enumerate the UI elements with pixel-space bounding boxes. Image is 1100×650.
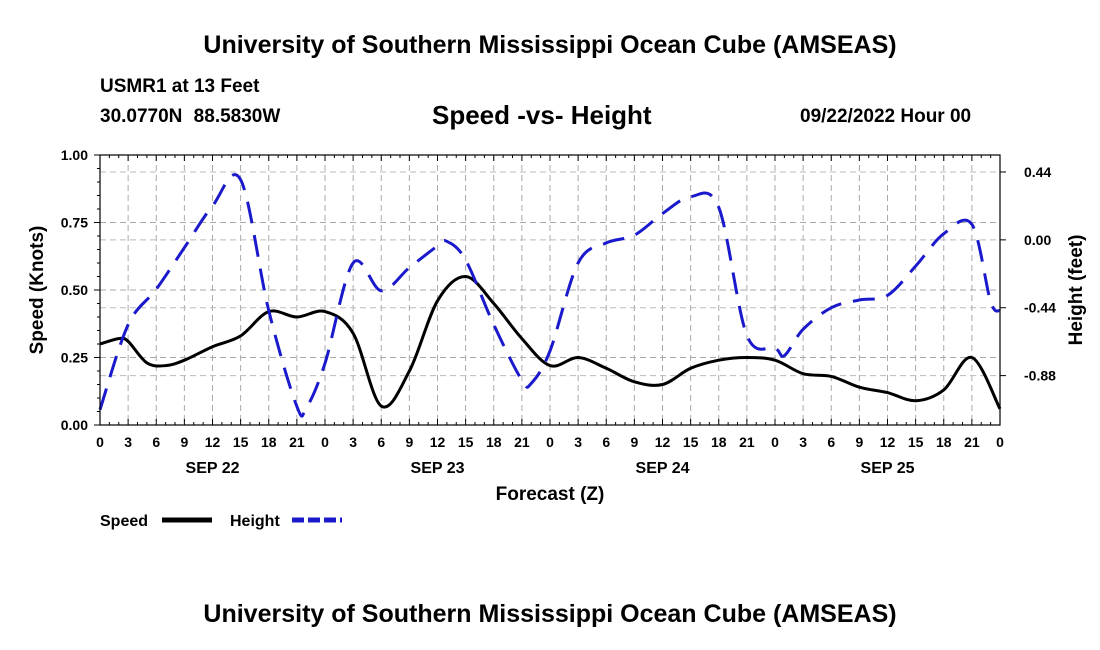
y2-axis-title: Height (feet) xyxy=(1066,235,1087,346)
x-tick-label: 15 xyxy=(458,434,474,450)
station-label: USMR1 at 13 Feet xyxy=(100,76,260,97)
x-tick-label: 0 xyxy=(96,434,104,450)
series-layer xyxy=(98,173,1002,418)
main-title: University of Southern Mississippi Ocean… xyxy=(203,31,897,59)
x-tick-label: 0 xyxy=(546,434,554,450)
x-tick-label: 21 xyxy=(964,434,980,450)
x-tick-label: 15 xyxy=(683,434,699,450)
coordinates-label: 30.0770N 88.5830W xyxy=(100,106,281,127)
series-line-height xyxy=(98,173,1002,418)
x-tick-label: 18 xyxy=(486,434,502,450)
x-tick-label: 15 xyxy=(908,434,924,450)
x-axis-title: Forecast (Z) xyxy=(496,484,605,505)
x-tick-label: 0 xyxy=(996,434,1004,450)
x-tick-label: 6 xyxy=(377,434,385,450)
x-tick-label: 18 xyxy=(936,434,952,450)
x-tick-label: 12 xyxy=(880,434,896,450)
x-tick-label: 9 xyxy=(630,434,638,450)
chart-title: Speed -vs- Height xyxy=(432,100,652,130)
x-tick-label: 3 xyxy=(799,434,807,450)
legend-speed-label: Speed xyxy=(100,513,148,530)
y-tick-label: 0.50 xyxy=(61,282,88,298)
y-tick-label: 1.00 xyxy=(61,147,88,163)
x-tick-label: 0 xyxy=(771,434,779,450)
x-tick-label: 12 xyxy=(430,434,446,450)
x-tick-label: 12 xyxy=(205,434,221,450)
x-tick-label: 6 xyxy=(827,434,835,450)
y2-tick-label: 0.44 xyxy=(1024,164,1051,180)
legend-height-label: Height xyxy=(230,513,280,530)
grid-layer xyxy=(100,155,1000,425)
day-label: SEP 25 xyxy=(861,460,915,477)
legend: Speed Height xyxy=(100,513,342,530)
x-tick-label: 3 xyxy=(349,434,357,450)
series-line-speed xyxy=(99,275,1002,410)
footer-title: University of Southern Mississippi Ocean… xyxy=(203,600,897,628)
y2-tick-label: -0.44 xyxy=(1024,300,1056,316)
x-tick-label: 15 xyxy=(233,434,249,450)
day-label: SEP 22 xyxy=(186,460,240,477)
y2-tick-label: 0.00 xyxy=(1024,232,1051,248)
y-tick-label: 0.75 xyxy=(61,215,88,231)
y-axis-title: Speed (Knots) xyxy=(27,226,48,355)
day-label: SEP 23 xyxy=(411,460,465,477)
y2-tick-label: -0.88 xyxy=(1024,368,1056,384)
x-tick-label: 12 xyxy=(655,434,671,450)
y-tick-label: 0.25 xyxy=(61,350,88,366)
forecast-date-label: 09/22/2022 Hour 00 xyxy=(800,106,972,127)
x-tick-label: 21 xyxy=(514,434,530,450)
x-tick-label: 18 xyxy=(261,434,277,450)
y-tick-label: 0.00 xyxy=(61,417,88,433)
x-tick-label: 6 xyxy=(602,434,610,450)
x-tick-label: 6 xyxy=(152,434,160,450)
x-tick-label: 9 xyxy=(405,434,413,450)
x-tick-label: 9 xyxy=(855,434,863,450)
x-tick-label: 3 xyxy=(574,434,582,450)
x-tick-label: 21 xyxy=(739,434,755,450)
x-tick-label: 18 xyxy=(711,434,727,450)
day-label: SEP 24 xyxy=(636,460,690,477)
x-tick-label: 3 xyxy=(124,434,132,450)
x-tick-label: 0 xyxy=(321,434,329,450)
x-tick-label: 9 xyxy=(180,434,188,450)
x-tick-label: 21 xyxy=(289,434,305,450)
tick-layer: 0 3 6 9 12 15 18 21 0 3 6 9 12 15 18 21 0 3 6 9 12 15 18 21 0 3 6 9… xyxy=(61,147,1056,477)
